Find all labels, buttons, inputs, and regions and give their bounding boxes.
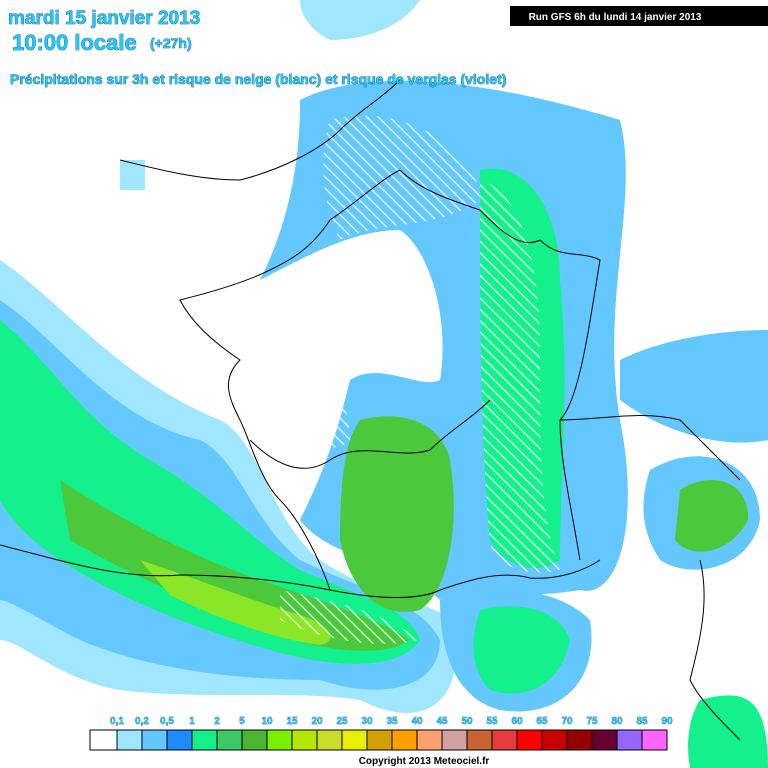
legend-swatch: [241, 729, 268, 751]
date-title: mardi 15 janvier 2013: [8, 8, 200, 29]
legend-swatch: [291, 729, 318, 751]
legend-label: 0,1: [110, 716, 124, 727]
legend: 0,1 0,2 0,5 1 2 5 10 15 20 25 30 35 40 45 50 55 60 65 70 75…: [89, 716, 673, 751]
legend-label: 5: [239, 716, 245, 727]
subtitle: Précipitations sur 3h et risque de neige…: [10, 71, 506, 87]
legend-label: 20: [311, 716, 323, 727]
legend-label: 80: [611, 716, 623, 727]
legend-label: 45: [436, 716, 448, 727]
legend-label: 35: [386, 716, 398, 727]
legend-label: 60: [511, 716, 523, 727]
legend-swatch: [441, 729, 468, 751]
legend-label: 70: [561, 716, 573, 727]
legend-swatch: [141, 729, 168, 751]
legend-swatch: [466, 729, 493, 751]
legend-label: 10: [261, 716, 273, 727]
legend-label: 2: [214, 716, 220, 727]
legend-label: 65: [536, 716, 548, 727]
legend-swatch: [616, 729, 643, 751]
run-label: Run GFS 6h du lundi 14 janvier 2013: [529, 12, 702, 23]
copyright: Copyright 2013 Meteociel.fr: [359, 756, 490, 767]
legend-swatch: [89, 729, 118, 751]
legend-swatch: [591, 729, 618, 751]
legend-label: 25: [336, 716, 348, 727]
legend-swatch: [491, 729, 518, 751]
legend-swatch: [641, 729, 668, 751]
legend-label: 55: [486, 716, 498, 727]
legend-label: 0,5: [160, 716, 174, 727]
time-title: 10:00 locale: [12, 30, 137, 55]
run-box: [510, 6, 768, 26]
borders: [0, 79, 741, 741]
legend-swatch: [516, 729, 543, 751]
legend-swatch: [166, 729, 193, 751]
legend-label: 15: [286, 716, 298, 727]
lead-time: (+27h): [150, 35, 192, 51]
legend-label: 1: [189, 716, 195, 727]
legend-swatch: [266, 729, 293, 751]
legend-label: 30: [361, 716, 373, 727]
legend-label: 40: [411, 716, 423, 727]
legend-label: 90: [661, 716, 673, 727]
legend-swatch: [541, 729, 568, 751]
legend-swatch: [566, 729, 593, 751]
legend-swatch: [191, 729, 218, 751]
legend-label: 0,2: [135, 716, 149, 727]
legend-swatch: [316, 729, 343, 751]
legend-swatch: [416, 729, 443, 751]
legend-swatch: [216, 729, 243, 751]
legend-swatch: [366, 729, 393, 751]
legend-swatch: [116, 729, 143, 751]
legend-label: 50: [461, 716, 473, 727]
legend-swatch: [391, 729, 418, 751]
legend-swatch: [341, 729, 368, 751]
legend-label: 85: [636, 716, 648, 727]
legend-label: 75: [586, 716, 598, 727]
